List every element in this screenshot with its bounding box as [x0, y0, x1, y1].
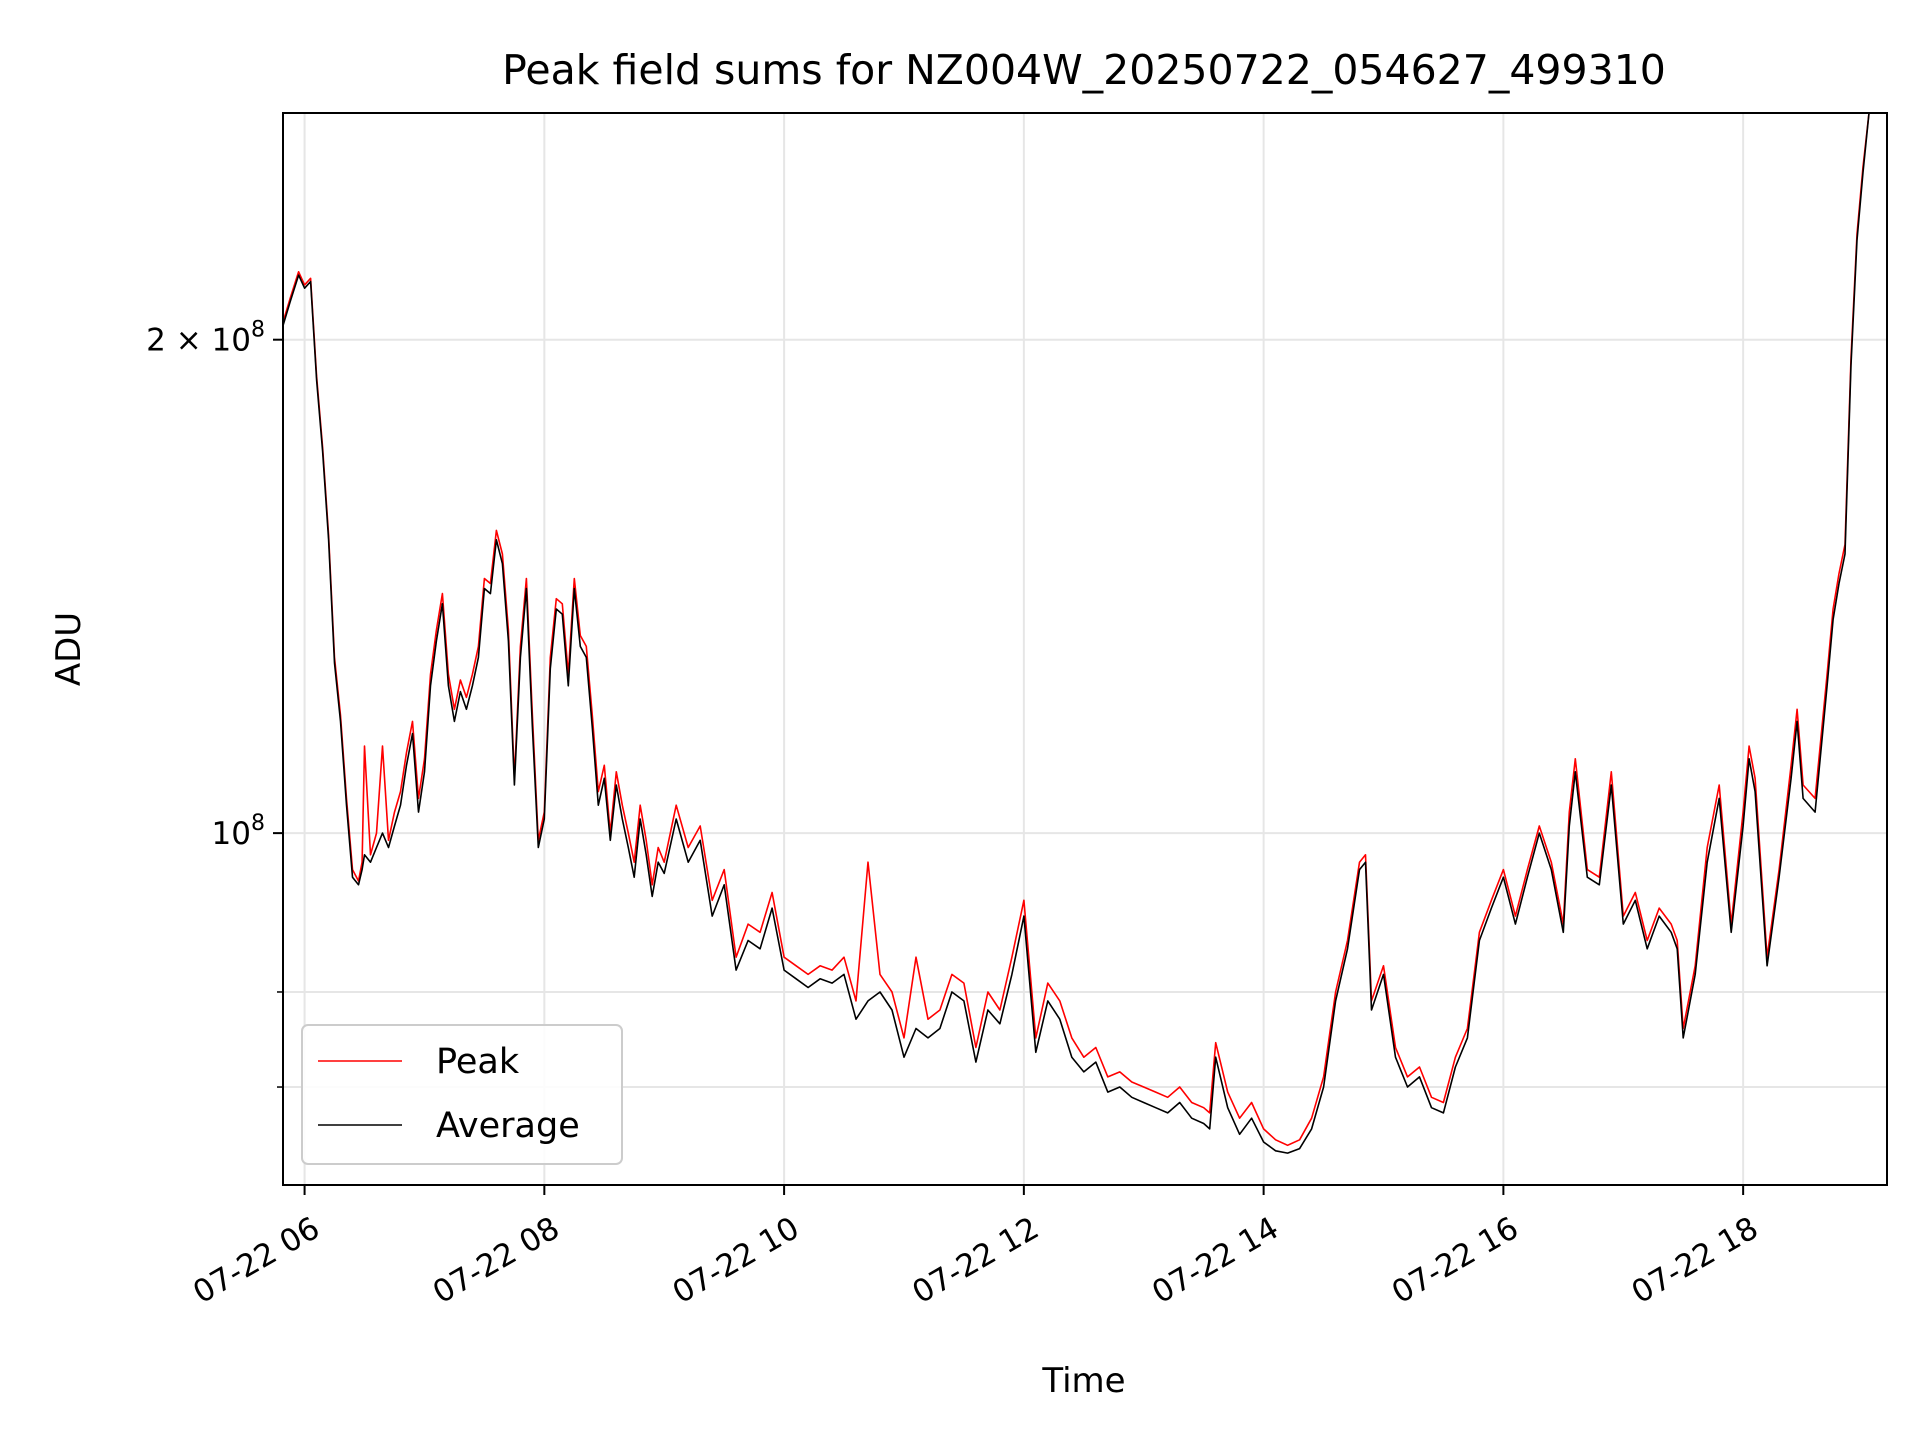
- y-axis-label: ADU: [49, 612, 89, 686]
- y-tick-label: 2 × 108: [146, 318, 265, 359]
- y-tick-label-prefix: 2 ×: [146, 323, 211, 359]
- y-tick-label-base: 10: [212, 323, 251, 359]
- y-tick-label-base: 10: [212, 816, 251, 852]
- axes-frame: [282, 112, 1888, 1186]
- chart-title: Peak field sums for NZ004W_20250722_0546…: [502, 46, 1666, 94]
- y-tick-label-exponent: 8: [251, 318, 265, 343]
- legend: Peak Average: [301, 1024, 623, 1165]
- legend-label-peak: Peak: [436, 1042, 520, 1082]
- x-axis-label: Time: [1041, 1361, 1125, 1401]
- y-tick-label-exponent: 8: [251, 811, 265, 836]
- series-line-average: [283, 113, 1887, 1154]
- series-line-peak: [283, 113, 1887, 1147]
- legend-box: [301, 1024, 623, 1165]
- legend-label-average: Average: [436, 1106, 580, 1146]
- series-layer: [283, 113, 1887, 1154]
- plot-area: [283, 113, 1887, 1154]
- y-tick-label: 108: [212, 811, 265, 852]
